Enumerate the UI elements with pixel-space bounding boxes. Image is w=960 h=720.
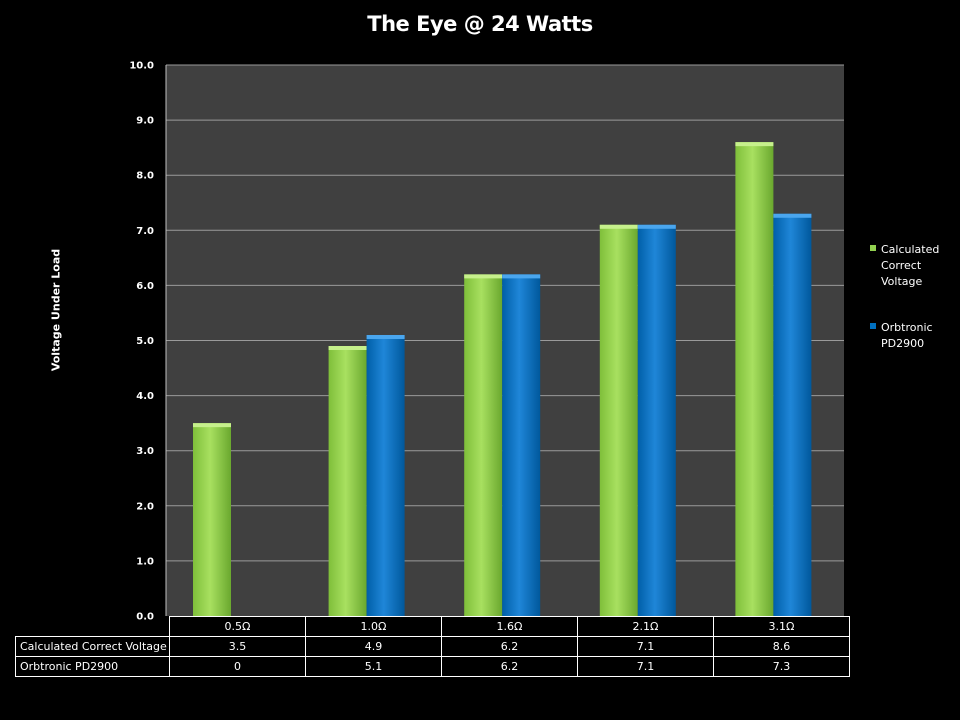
legend-line: Voltage bbox=[881, 275, 923, 288]
bar-top-bevel bbox=[637, 224, 676, 229]
legend-line: Calculated bbox=[881, 243, 940, 256]
y-tick-label: 4.0 bbox=[136, 391, 154, 402]
legend-line: Correct bbox=[881, 259, 922, 272]
y-tick-label: 1.0 bbox=[136, 556, 154, 567]
legend-swatch-green bbox=[870, 245, 876, 251]
legend-line: PD2900 bbox=[881, 337, 925, 350]
chart-title: The Eye @ 24 Watts bbox=[367, 12, 593, 36]
table-cell: 7.3 bbox=[713, 656, 850, 677]
bar-top-bevel bbox=[328, 346, 367, 351]
bar-calculated bbox=[193, 423, 231, 616]
bar-top-bevel bbox=[502, 274, 541, 279]
table-category: 1.0Ω bbox=[305, 616, 442, 637]
table-cell: 5.1 bbox=[305, 656, 442, 677]
bar-top-bevel bbox=[735, 142, 774, 147]
table-cell: 4.9 bbox=[305, 636, 442, 657]
y-tick-label: 7.0 bbox=[136, 226, 154, 237]
y-tick-label: 3.0 bbox=[136, 446, 154, 457]
bar-top-bevel bbox=[193, 423, 231, 428]
table-category: 3.1Ω bbox=[713, 616, 850, 637]
legend-label-calculated: Calculated Correct Voltage bbox=[881, 242, 960, 290]
bar-top-bevel bbox=[464, 274, 503, 279]
table-corner bbox=[15, 616, 170, 637]
table-cell: 7.1 bbox=[577, 636, 714, 657]
table-row: Orbtronic PD2900 0 5.1 6.2 7.1 7.3 bbox=[15, 656, 850, 677]
bar-calculated bbox=[599, 224, 638, 617]
data-table: 0.5Ω 1.0Ω 1.6Ω 2.1Ω 3.1Ω Calculated Corr… bbox=[15, 616, 850, 677]
y-tick-label: 2.0 bbox=[136, 501, 154, 512]
table-cell: 0 bbox=[169, 656, 306, 677]
table-header-row: 0.5Ω 1.0Ω 1.6Ω 2.1Ω 3.1Ω bbox=[15, 616, 850, 637]
y-tick-label: 10.0 bbox=[129, 61, 154, 72]
table-category: 1.6Ω bbox=[441, 616, 578, 637]
bar-orbtronic bbox=[773, 213, 812, 616]
table-cell: 6.2 bbox=[441, 636, 578, 657]
legend-line: Orbtronic bbox=[881, 321, 933, 334]
bar-calculated bbox=[464, 274, 503, 616]
legend-swatch-blue bbox=[870, 323, 876, 329]
bar-orbtronic bbox=[366, 334, 405, 616]
y-tick-label: 9.0 bbox=[136, 116, 154, 127]
table-row: Calculated Correct Voltage 3.5 4.9 6.2 7… bbox=[15, 636, 850, 657]
bar-top-bevel bbox=[366, 334, 405, 339]
bar-top-bevel bbox=[773, 213, 812, 218]
table-cell: 8.6 bbox=[713, 636, 850, 657]
table-category: 2.1Ω bbox=[577, 616, 714, 637]
y-tick-label: 6.0 bbox=[136, 281, 154, 292]
table-cell: 6.2 bbox=[441, 656, 578, 677]
bar-top-bevel bbox=[599, 224, 638, 229]
bar-orbtronic bbox=[637, 224, 676, 617]
bar-orbtronic bbox=[502, 274, 541, 616]
bar-calculated bbox=[328, 346, 367, 616]
table-row-label: Orbtronic PD2900 bbox=[15, 656, 170, 677]
table-cell: 7.1 bbox=[577, 656, 714, 677]
y-tick-label: 8.0 bbox=[136, 171, 154, 182]
legend-label-orbtronic: Orbtronic PD2900 bbox=[881, 320, 960, 352]
bar-calculated bbox=[735, 142, 774, 616]
table-category: 0.5Ω bbox=[169, 616, 306, 637]
table-cell: 3.5 bbox=[169, 636, 306, 657]
table-row-label: Calculated Correct Voltage bbox=[15, 636, 170, 657]
y-tick-label: 5.0 bbox=[136, 336, 154, 347]
